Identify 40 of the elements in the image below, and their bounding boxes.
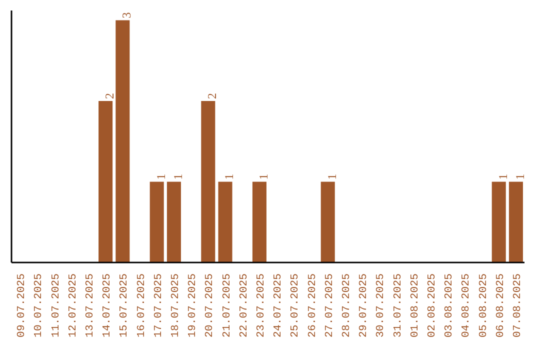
x-tick-label: 31.07.2025 — [392, 273, 404, 338]
x-tick-label: 16.07.2025 — [136, 273, 148, 338]
x-tick-label: 25.07.2025 — [290, 273, 302, 338]
x-tick-label: 23.07.2025 — [255, 273, 268, 338]
x-tick-label: 29.07.2025 — [358, 273, 370, 338]
x-tick-label: 13.07.2025 — [84, 273, 96, 338]
x-tick-label: 19.07.2025 — [187, 273, 200, 338]
data-label: 1 — [256, 174, 270, 180]
x-tick-label: 12.07.2025 — [67, 273, 80, 338]
x-tick-label: 10.07.2025 — [33, 273, 46, 338]
x-tick-label: 20.07.2025 — [204, 273, 216, 338]
data-label: 1 — [496, 174, 510, 180]
x-tick-label: 15.07.2025 — [118, 273, 131, 338]
x-tick-label: 05.08.2025 — [478, 273, 490, 338]
data-label: 2 — [102, 92, 117, 99]
x-tick-label: 01.08.2025 — [409, 273, 422, 338]
x-tick-label: 26.07.2025 — [306, 273, 319, 338]
x-tick-label: 21.07.2025 — [221, 273, 234, 338]
data-label: 1 — [170, 174, 185, 180]
x-tick-label: 27.07.2025 — [324, 273, 336, 338]
x-tick-label: 07.08.2025 — [512, 273, 524, 338]
x-tick-label: 18.07.2025 — [170, 273, 182, 338]
x-tick-label: 02.08.2025 — [426, 273, 438, 338]
x-tick-label: 14.07.2025 — [102, 273, 114, 338]
x-tick-label: 17.07.2025 — [152, 273, 165, 338]
x-tick-label: 03.08.2025 — [444, 273, 456, 338]
x-tick-label: 11.07.2025 — [50, 273, 62, 338]
x-tick-label: 09.07.2025 — [16, 273, 28, 338]
x-tick-label: 04.08.2025 — [460, 273, 473, 338]
data-label: 3 — [120, 12, 134, 18]
x-tick-label: 06.08.2025 — [494, 273, 507, 338]
x-tick-label: 22.07.2025 — [238, 273, 250, 338]
data-label: 2 — [205, 92, 220, 99]
x-tick-label: 24.07.2025 — [272, 273, 285, 338]
x-tick-label: 30.07.2025 — [375, 273, 388, 338]
data-label: 1 — [324, 174, 339, 180]
data-label: 1 — [222, 174, 236, 180]
x-tick-label: 28.07.2025 — [340, 273, 353, 338]
data-label: 1 — [512, 174, 527, 180]
data-label: 1 — [154, 174, 168, 180]
